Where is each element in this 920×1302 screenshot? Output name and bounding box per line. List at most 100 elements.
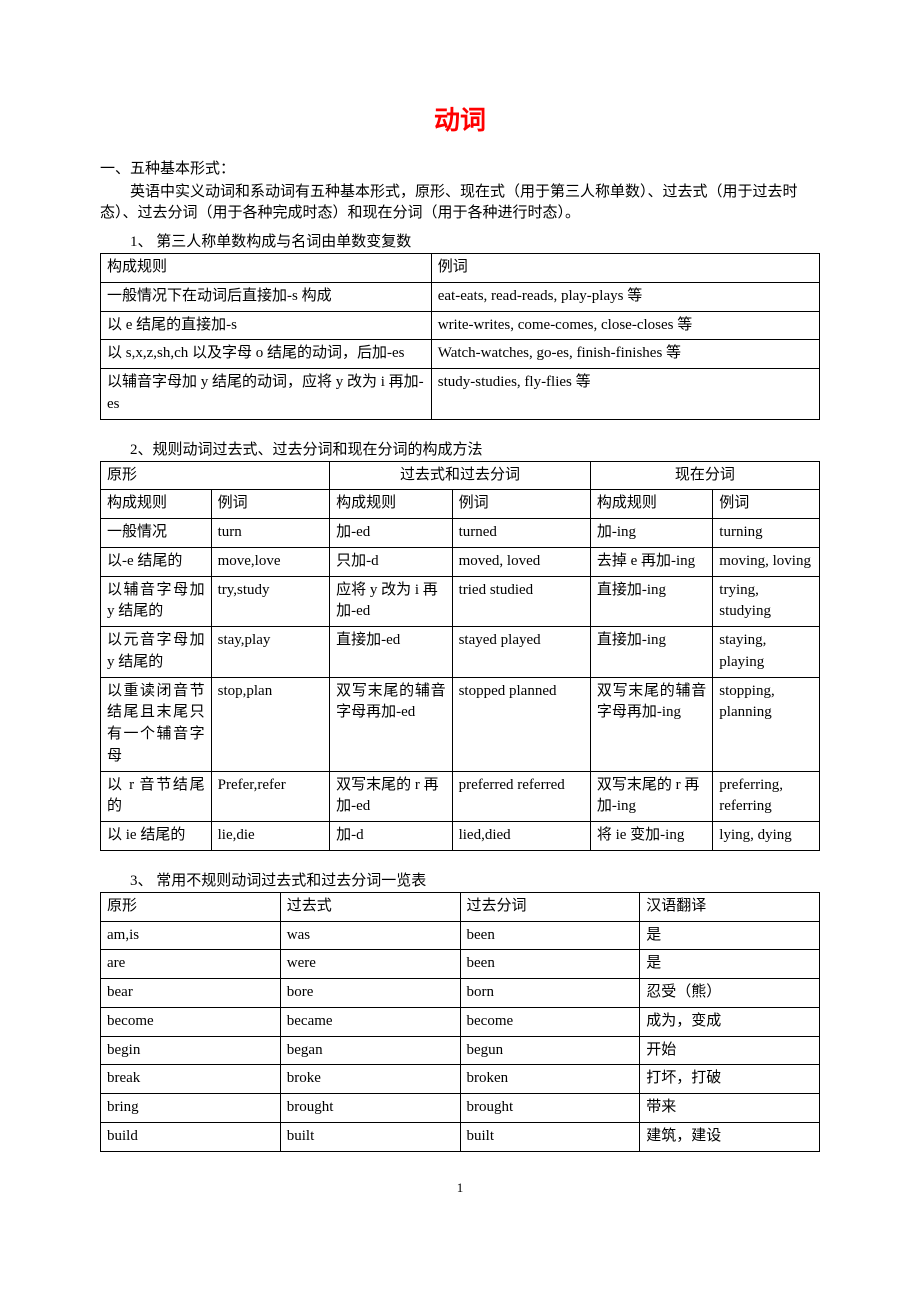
- table-cell: 将 ie 变加-ing: [590, 822, 712, 851]
- table-row: 原形 过去式和过去分词 现在分词: [101, 461, 820, 490]
- table-row: 构成规则 例词: [101, 254, 820, 283]
- table-cell: 过去式: [280, 892, 460, 921]
- table-row: 一般情况下在动词后直接加-s 构成 eat-eats, read-reads, …: [101, 282, 820, 311]
- table-row: 以辅音字母加 y 结尾的 try,study 应将 y 改为 i 再加-ed t…: [101, 576, 820, 627]
- table-cell: 加-ed: [330, 519, 452, 548]
- table-cell: lied,died: [452, 822, 590, 851]
- subheading-1: 1、 第三人称单数构成与名词由单数变复数: [100, 230, 820, 251]
- table-cell: 例词: [452, 490, 590, 519]
- table-row: bring brought brought 带来: [101, 1094, 820, 1123]
- table-row: 以元音字母加 y 结尾的 stay,play 直接加-ed stayed pla…: [101, 627, 820, 678]
- table-cell: 一般情况: [101, 519, 212, 548]
- table-cell: 是: [640, 950, 820, 979]
- table-cell: 建筑，建设: [640, 1122, 820, 1151]
- table-cell: lying, dying: [713, 822, 820, 851]
- table-cell: 以 ie 结尾的: [101, 822, 212, 851]
- table-row: 以 e 结尾的直接加-s write-writes, come-comes, c…: [101, 311, 820, 340]
- table-cell: stopping, planning: [713, 677, 820, 771]
- table-cell: 汉语翻译: [640, 892, 820, 921]
- table-cell: 双写末尾的辅音字母再加-ing: [590, 677, 712, 771]
- table-row: 以重读闭音节结尾且末尾只有一个辅音字母 stop,plan 双写末尾的辅音字母再…: [101, 677, 820, 771]
- table-cell: 构成规则: [590, 490, 712, 519]
- table-cell: Watch-watches, go-es, finish-finishes 等: [431, 340, 819, 369]
- table-cell: 开始: [640, 1036, 820, 1065]
- table-row: begin began begun 开始: [101, 1036, 820, 1065]
- table-cell: moving, loving: [713, 547, 820, 576]
- table-cell: turn: [211, 519, 330, 548]
- table-cell: 例词: [713, 490, 820, 519]
- table-row: 原形 过去式 过去分词 汉语翻译: [101, 892, 820, 921]
- table-cell: 例词: [211, 490, 330, 519]
- table-cell: 加-ing: [590, 519, 712, 548]
- table-cell: become: [460, 1007, 640, 1036]
- table-cell: became: [280, 1007, 460, 1036]
- table-cell: 以元音字母加 y 结尾的: [101, 627, 212, 678]
- table-cell: try,study: [211, 576, 330, 627]
- table-cell: am,is: [101, 921, 281, 950]
- table-cell: stopped planned: [452, 677, 590, 771]
- table-cell: begin: [101, 1036, 281, 1065]
- table-cell: 是: [640, 921, 820, 950]
- subheading-2: 2、规则动词过去式、过去分词和现在分词的构成方法: [100, 438, 820, 459]
- table-cell: tried studied: [452, 576, 590, 627]
- table-cell: bore: [280, 979, 460, 1008]
- table-1: 构成规则 例词 一般情况下在动词后直接加-s 构成 eat-eats, read…: [100, 253, 820, 420]
- table-cell: 以辅音字母加 y 结尾的: [101, 576, 212, 627]
- subheading-3: 3、 常用不规则动词过去式和过去分词一览表: [100, 869, 820, 890]
- table-row: break broke broken 打坏，打破: [101, 1065, 820, 1094]
- table-cell: become: [101, 1007, 281, 1036]
- table-cell: staying, playing: [713, 627, 820, 678]
- table-cell: 成为，变成: [640, 1007, 820, 1036]
- page-title: 动词: [100, 100, 820, 137]
- table-2: 原形 过去式和过去分词 现在分词 构成规则 例词 构成规则 例词 构成规则 例词…: [100, 461, 820, 851]
- table-cell: broke: [280, 1065, 460, 1094]
- table-cell: study-studies, fly-flies 等: [431, 369, 819, 420]
- table-cell: 直接加-ed: [330, 627, 452, 678]
- table-cell: break: [101, 1065, 281, 1094]
- table-cell: preferring, referring: [713, 771, 820, 822]
- table-cell: bear: [101, 979, 281, 1008]
- table-cell: stayed played: [452, 627, 590, 678]
- table-cell: 过去式和过去分词: [330, 461, 591, 490]
- table-cell: was: [280, 921, 460, 950]
- table-row: 构成规则 例词 构成规则 例词 构成规则 例词: [101, 490, 820, 519]
- table-row: build built built 建筑，建设: [101, 1122, 820, 1151]
- document-page: 动词 一、五种基本形式： 英语中实义动词和系动词有五种基本形式，原形、现在式（用…: [0, 0, 920, 1236]
- table-cell: 只加-d: [330, 547, 452, 576]
- table-row: bear bore born 忍受（熊）: [101, 979, 820, 1008]
- table-row: 以 r 音节结尾的 Prefer,refer 双写末尾的 r 再加-ed pre…: [101, 771, 820, 822]
- table-row: 一般情况 turn 加-ed turned 加-ing turning: [101, 519, 820, 548]
- table-cell: brought: [280, 1094, 460, 1123]
- table-row: 以 ie 结尾的 lie,die 加-d lied,died 将 ie 变加-i…: [101, 822, 820, 851]
- table-cell: write-writes, come-comes, close-closes 等: [431, 311, 819, 340]
- table-cell: brought: [460, 1094, 640, 1123]
- table-cell: 构成规则: [101, 490, 212, 519]
- table-cell: eat-eats, read-reads, play-plays 等: [431, 282, 819, 311]
- table-row: 以-e 结尾的 move,love 只加-d moved, loved 去掉 e…: [101, 547, 820, 576]
- table-cell: 去掉 e 再加-ing: [590, 547, 712, 576]
- table-cell: 忍受（熊）: [640, 979, 820, 1008]
- table-cell: preferred referred: [452, 771, 590, 822]
- table-row: become became become 成为，变成: [101, 1007, 820, 1036]
- intro-paragraph: 英语中实义动词和系动词有五种基本形式，原形、现在式（用于第三人称单数）、过去式（…: [100, 180, 820, 222]
- table-cell: 双写末尾的 r 再加-ed: [330, 771, 452, 822]
- table-cell: build: [101, 1122, 281, 1151]
- table-cell: 原形: [101, 461, 330, 490]
- table-cell: 应将 y 改为 i 再加-ed: [330, 576, 452, 627]
- table-row: 以辅音字母加 y 结尾的动词，应将 y 改为 i 再加-es study-stu…: [101, 369, 820, 420]
- section-heading: 一、五种基本形式：: [100, 157, 820, 178]
- table-cell: began: [280, 1036, 460, 1065]
- table-row: are were been 是: [101, 950, 820, 979]
- table-cell: Prefer,refer: [211, 771, 330, 822]
- table-cell: 以 r 音节结尾的: [101, 771, 212, 822]
- table-cell: 以-e 结尾的: [101, 547, 212, 576]
- table-cell: 以重读闭音节结尾且末尾只有一个辅音字母: [101, 677, 212, 771]
- table-cell: turned: [452, 519, 590, 548]
- table-cell: bring: [101, 1094, 281, 1123]
- table-cell: were: [280, 950, 460, 979]
- table-cell: born: [460, 979, 640, 1008]
- table-cell: 打坏，打破: [640, 1065, 820, 1094]
- table-cell: 双写末尾的辅音字母再加-ed: [330, 677, 452, 771]
- table-cell: begun: [460, 1036, 640, 1065]
- table-cell: broken: [460, 1065, 640, 1094]
